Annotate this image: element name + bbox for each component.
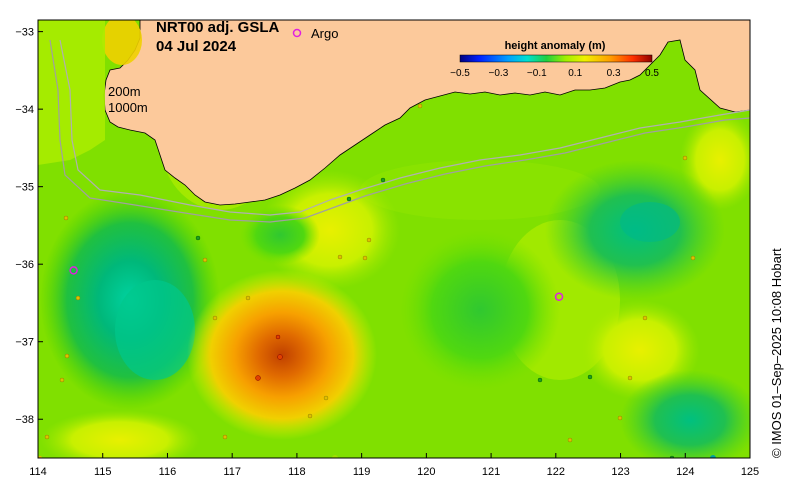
isobath-1000m-label: 1000m bbox=[108, 100, 148, 115]
y-tick-label: −38 bbox=[15, 414, 34, 426]
y-tick-label: −33 bbox=[15, 27, 34, 39]
map-title-line2: 04 Jul 2024 bbox=[156, 38, 237, 55]
colorbar-tick-label: 0.5 bbox=[645, 68, 659, 79]
x-tick-label: 121 bbox=[482, 466, 500, 478]
isobath-200m-label: 200m bbox=[108, 84, 141, 99]
x-tick-label: 123 bbox=[611, 466, 629, 478]
y-tick-label: −37 bbox=[15, 337, 34, 349]
argo-markers bbox=[69, 266, 564, 302]
x-tick-label: 119 bbox=[353, 466, 371, 478]
credit-text: © IMOS 01–Sep–2025 10:08 Hobart bbox=[769, 248, 784, 458]
land-mass bbox=[38, 20, 750, 206]
colorbar-tick-label: 0.1 bbox=[568, 68, 582, 79]
y-tick-label: −34 bbox=[15, 104, 34, 116]
x-tick-label: 125 bbox=[741, 466, 759, 478]
colorbar-gradient bbox=[459, 54, 653, 63]
colorbar-title: height anomaly (m) bbox=[505, 40, 606, 52]
map-title-line1: NRT00 adj. GSLA bbox=[156, 19, 280, 36]
y-axis: −33 −34 −35 −36 −37 −38 bbox=[15, 27, 43, 426]
argo-legend-label: Argo bbox=[311, 26, 338, 41]
x-tick-label: 115 bbox=[94, 466, 112, 478]
argo-float-marker bbox=[69, 266, 78, 275]
colorbar-tick-label: 0.3 bbox=[607, 68, 621, 79]
isobath-200m bbox=[59, 39, 750, 216]
plot-frame bbox=[37, 19, 751, 459]
observation-dots bbox=[44, 103, 696, 443]
x-tick-label: 117 bbox=[223, 466, 241, 478]
y-tick-label: −36 bbox=[15, 259, 34, 271]
isobath-1000m bbox=[49, 39, 750, 223]
x-tick-label: 118 bbox=[288, 466, 306, 478]
y-tick-label: −35 bbox=[15, 182, 34, 194]
x-tick-label: 114 bbox=[29, 466, 47, 478]
argo-legend-icon bbox=[292, 28, 302, 38]
x-tick-label: 122 bbox=[547, 466, 565, 478]
colorbar: height anomaly (m) −0.5 −0.3 −0.1 0.1 0.3 0.5 bbox=[450, 40, 659, 79]
x-tick-label: 116 bbox=[159, 466, 177, 478]
warm-eddy bbox=[187, 270, 377, 440]
colorbar-tick-label: −0.3 bbox=[489, 68, 509, 79]
x-axis: 114 115 116 117 118 119 120 121 122 123 124 125 bbox=[29, 453, 759, 478]
x-tick-label: 124 bbox=[676, 466, 694, 478]
argo-float-marker bbox=[554, 292, 564, 302]
colorbar-tick-label: −0.5 bbox=[450, 68, 470, 79]
x-tick-label: 120 bbox=[417, 466, 435, 478]
colorbar-tick-label: −0.1 bbox=[527, 68, 547, 79]
map-plot-area bbox=[38, 20, 750, 458]
